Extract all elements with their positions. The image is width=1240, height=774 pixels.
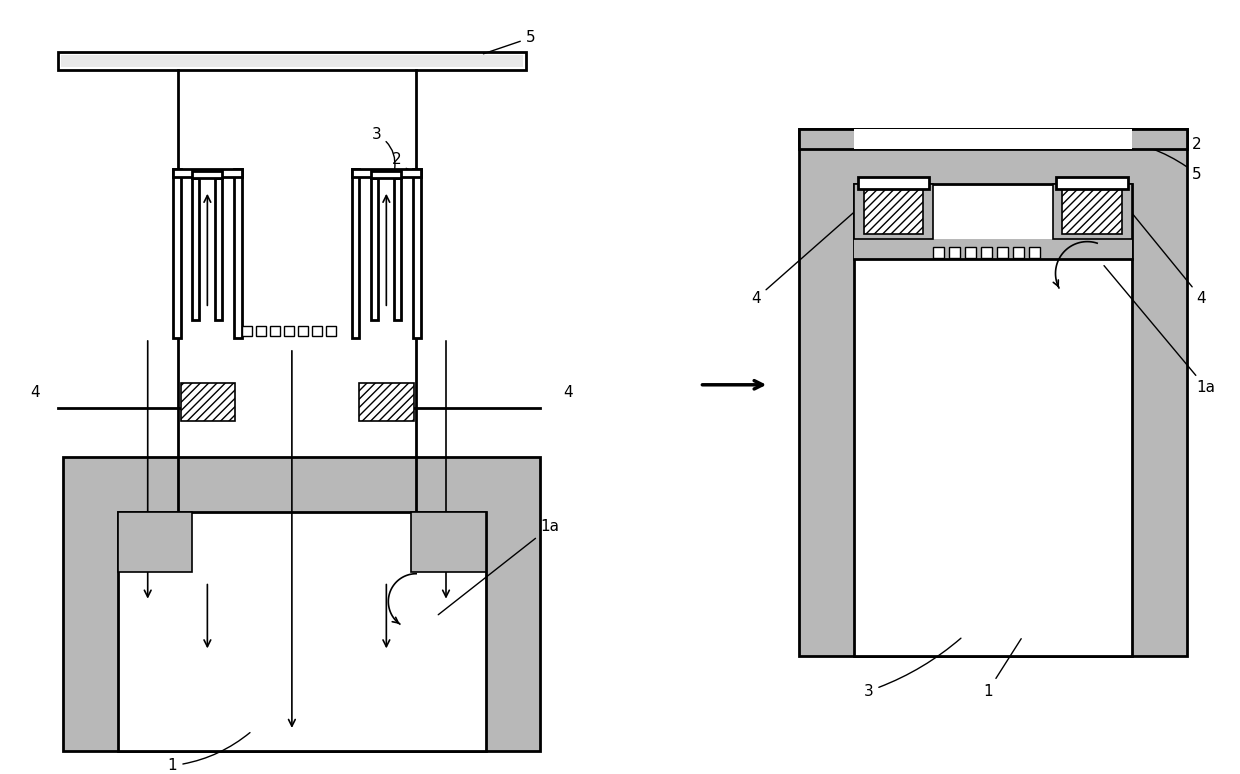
Bar xyxy=(326,326,336,336)
Bar xyxy=(413,169,422,338)
Bar xyxy=(172,169,181,338)
Bar xyxy=(858,177,929,189)
Text: 2: 2 xyxy=(1132,133,1202,152)
Text: 2: 2 xyxy=(392,152,413,171)
Bar xyxy=(118,512,192,572)
Bar xyxy=(61,55,522,67)
Bar xyxy=(394,178,402,320)
Bar xyxy=(360,383,414,420)
Text: 3: 3 xyxy=(372,127,396,170)
Bar xyxy=(981,247,992,258)
Bar xyxy=(853,184,1132,656)
Text: 1: 1 xyxy=(167,732,250,773)
Bar xyxy=(853,238,1132,259)
Bar xyxy=(853,129,1132,149)
Text: 4: 4 xyxy=(31,385,40,400)
Bar xyxy=(352,169,360,338)
Bar xyxy=(242,326,252,336)
Text: 4: 4 xyxy=(751,213,853,306)
Bar xyxy=(372,171,402,178)
Bar xyxy=(863,189,924,234)
Bar xyxy=(352,169,422,177)
Bar xyxy=(412,512,486,572)
Bar xyxy=(192,178,200,320)
Text: 1a: 1a xyxy=(1104,265,1215,396)
Bar xyxy=(118,512,486,751)
Bar xyxy=(1053,184,1132,238)
Bar xyxy=(799,129,1187,149)
Bar xyxy=(372,178,378,320)
Bar xyxy=(949,247,960,258)
Bar xyxy=(934,247,944,258)
Bar xyxy=(216,178,222,320)
Bar xyxy=(257,326,267,336)
Bar xyxy=(799,129,1187,656)
Bar xyxy=(311,326,321,336)
Bar xyxy=(853,184,934,238)
Bar xyxy=(172,169,242,177)
Text: 4: 4 xyxy=(1132,213,1207,306)
Text: 5: 5 xyxy=(1112,139,1202,181)
Bar xyxy=(965,247,976,258)
Text: 3: 3 xyxy=(864,639,961,698)
Bar xyxy=(1056,177,1128,189)
Text: 5: 5 xyxy=(484,30,536,53)
Bar xyxy=(1063,189,1122,234)
Bar xyxy=(58,52,526,70)
Bar xyxy=(192,171,222,178)
Bar xyxy=(1013,247,1024,258)
Bar xyxy=(997,247,1008,258)
Text: 1a: 1a xyxy=(438,519,559,615)
Bar xyxy=(284,326,294,336)
Bar xyxy=(298,326,308,336)
Bar xyxy=(270,326,280,336)
Bar xyxy=(234,169,242,338)
Bar xyxy=(63,457,541,751)
Bar xyxy=(181,383,236,420)
Text: 4: 4 xyxy=(563,385,573,400)
Text: 1: 1 xyxy=(983,639,1022,698)
Bar xyxy=(1029,247,1039,258)
